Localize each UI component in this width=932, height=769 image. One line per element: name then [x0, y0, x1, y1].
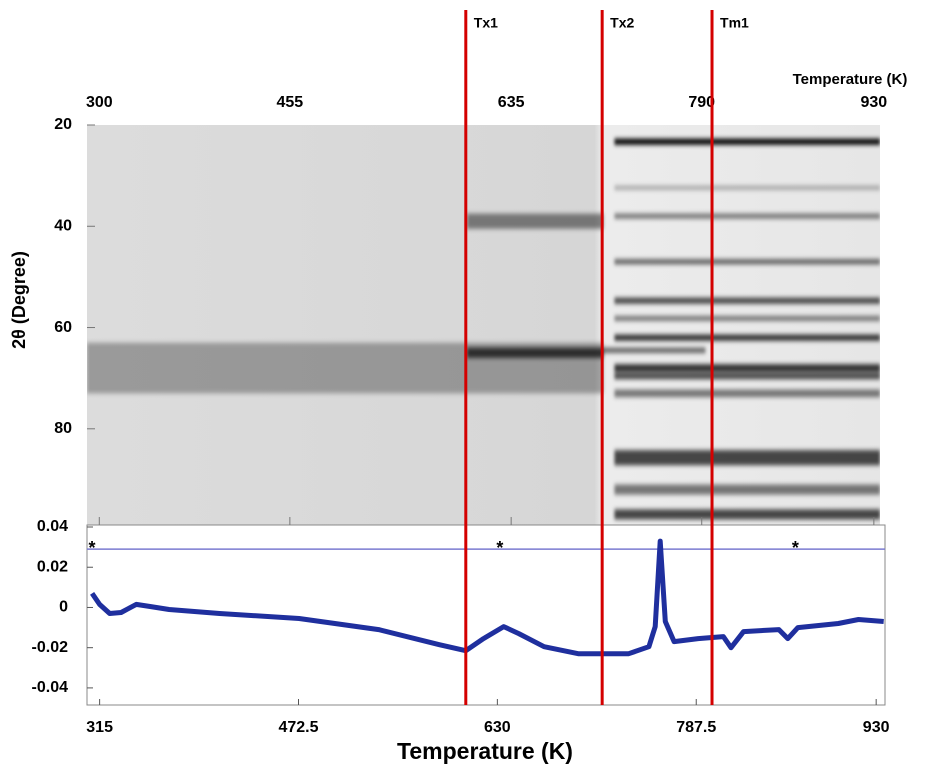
diffraction-band [466, 347, 604, 358]
diffraction-band [614, 259, 880, 265]
annotation: * [496, 538, 503, 558]
transition-label: Tm1 [720, 15, 749, 31]
annotation: * [792, 538, 799, 558]
y-tick-label: -0.02 [32, 639, 69, 656]
bottom-x-axis-label: Temperature (K) [397, 738, 573, 764]
x-tick-label: 787.5 [676, 719, 716, 736]
top-x-tick-label: 930 [861, 94, 888, 111]
data-line [90, 538, 884, 657]
transition-label: Tx2 [610, 15, 634, 31]
diffraction-band [614, 509, 880, 520]
diffraction-band [614, 484, 880, 495]
y-axis-label: 2θ (Degree) [9, 251, 29, 349]
diffraction-band [614, 373, 880, 380]
diffraction-band [603, 347, 706, 353]
y-tick-label: 60 [54, 319, 72, 336]
line-plot-frame [86, 524, 886, 706]
diffraction-band [614, 213, 880, 219]
diffraction-band [614, 315, 880, 321]
y-tick-label: 0.04 [37, 518, 68, 535]
x-tick-label: 472.5 [278, 719, 318, 736]
top-x-tick-label: 790 [688, 94, 715, 111]
top-x-axis-label: Temperature (K) [793, 71, 908, 88]
diffraction-band [614, 389, 880, 398]
x-tick-label: 930 [863, 719, 890, 736]
x-tick-label: 630 [484, 719, 511, 736]
y-tick-label: 80 [54, 420, 72, 437]
y-tick-label: 40 [54, 217, 72, 234]
heatmap-bands [87, 138, 880, 520]
diffraction-band [466, 213, 604, 229]
x-tick-label: 315 [86, 719, 113, 736]
diffraction-band [614, 334, 880, 341]
y-tick-label: 0.02 [37, 558, 68, 575]
diffraction-band [614, 138, 880, 145]
top-x-tick-label: 455 [277, 94, 304, 111]
diffraction-band [614, 185, 880, 190]
top-x-tick-label: 300 [86, 94, 113, 111]
top-x-tick-label: 635 [498, 94, 525, 111]
transition-label: Tx1 [474, 15, 498, 31]
y-tick-label: 20 [54, 116, 72, 133]
diffraction-band [614, 364, 880, 372]
y-tick-label: -0.04 [32, 679, 69, 696]
diffraction-band [614, 297, 880, 304]
y-tick-label: 0 [59, 599, 68, 616]
annotation: * [89, 538, 96, 558]
diffraction-band [614, 450, 880, 466]
